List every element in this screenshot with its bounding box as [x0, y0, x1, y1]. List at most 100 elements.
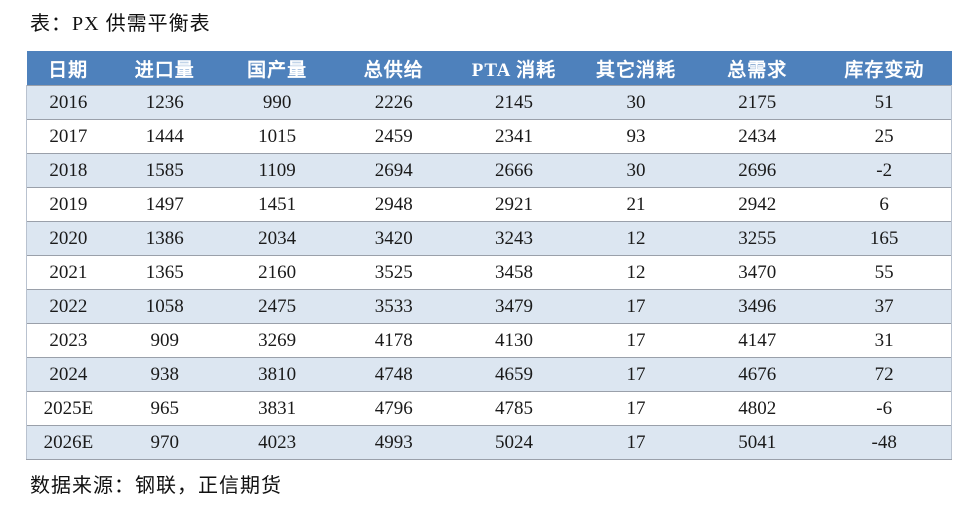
- value-cell: 1451: [219, 187, 335, 222]
- value-cell: 2948: [334, 187, 453, 222]
- value-cell: 4676: [697, 357, 818, 392]
- value-cell: 2921: [452, 187, 575, 222]
- value-cell: 30: [574, 85, 698, 120]
- year-cell: 2016: [25, 85, 110, 120]
- value-cell: 909: [109, 323, 220, 358]
- value-cell: 2034: [219, 221, 335, 256]
- value-cell: 970: [109, 425, 220, 460]
- value-cell: 2175: [697, 85, 818, 120]
- value-cell: 21: [574, 187, 698, 222]
- value-cell: -2: [817, 153, 953, 188]
- value-cell: 4802: [697, 391, 818, 426]
- value-cell: 17: [574, 289, 698, 324]
- value-cell: 1585: [109, 153, 220, 188]
- year-cell: 2021: [25, 255, 110, 290]
- year-cell: 2026E: [25, 425, 110, 460]
- table-row: 2026E 970 4023 4993 5024 17 5041 -48: [25, 425, 953, 460]
- value-cell: 1386: [109, 221, 220, 256]
- value-cell: 12: [574, 255, 698, 290]
- value-cell: -48: [817, 425, 953, 460]
- value-cell: 3533: [334, 289, 453, 324]
- value-cell: 1058: [109, 289, 220, 324]
- year-cell: 2022: [25, 289, 110, 324]
- table-row: 2024 938 3810 4748 4659 17 4676 72: [25, 357, 953, 392]
- value-cell: 12: [574, 221, 698, 256]
- value-cell: 2145: [452, 85, 575, 120]
- table-body: 2016 1236 990 2226 2145 30 2175 51 2017 1444 1015 2…: [25, 85, 953, 460]
- value-cell: -6: [817, 391, 953, 426]
- value-cell: 4748: [334, 357, 453, 392]
- table-row: 2018 1585 1109 2694 2666 30 2696 -2: [25, 153, 953, 188]
- value-cell: 5024: [452, 425, 575, 460]
- value-cell: 31: [817, 323, 953, 358]
- value-cell: 2226: [334, 85, 453, 120]
- value-cell: 2666: [452, 153, 575, 188]
- value-cell: 3810: [219, 357, 335, 392]
- table-row: 2019 1497 1451 2948 2921 21 2942 6: [25, 187, 953, 222]
- year-cell: 2019: [25, 187, 110, 222]
- value-cell: 2942: [697, 187, 818, 222]
- table-row: 2016 1236 990 2226 2145 30 2175 51: [25, 85, 953, 120]
- value-cell: 1236: [109, 85, 220, 120]
- value-cell: 2696: [697, 153, 818, 188]
- year-cell: 2020: [25, 221, 110, 256]
- value-cell: 6: [817, 187, 953, 222]
- value-cell: 3420: [334, 221, 453, 256]
- value-cell: 17: [574, 323, 698, 358]
- value-cell: 4785: [452, 391, 575, 426]
- header-row: 日期 进口量 国产量 总供给 PTA 消耗 其它消耗 总需求 库存变动: [26, 51, 952, 86]
- value-cell: 990: [219, 85, 335, 120]
- value-cell: 3496: [697, 289, 818, 324]
- column-header-4: PTA 消耗: [452, 51, 575, 86]
- value-cell: 17: [574, 391, 698, 426]
- value-cell: 2459: [334, 119, 453, 154]
- value-cell: 1497: [109, 187, 220, 222]
- column-header-7: 库存变动: [817, 51, 952, 86]
- value-cell: 4147: [697, 323, 818, 358]
- value-cell: 3470: [697, 255, 818, 290]
- value-cell: 55: [817, 255, 953, 290]
- table-row: 2021 1365 2160 3525 3458 12 3470 55: [25, 255, 953, 290]
- year-cell: 2023: [25, 323, 110, 358]
- value-cell: 3525: [334, 255, 453, 290]
- value-cell: 1365: [109, 255, 220, 290]
- value-cell: 165: [817, 221, 953, 256]
- value-cell: 4796: [334, 391, 453, 426]
- table-row: 2017 1444 1015 2459 2341 93 2434 25: [25, 119, 953, 154]
- column-header-3: 总供给: [334, 51, 453, 86]
- value-cell: 1109: [219, 153, 335, 188]
- value-cell: 2341: [452, 119, 575, 154]
- value-cell: 2694: [334, 153, 453, 188]
- value-cell: 4178: [334, 323, 453, 358]
- value-cell: 5041: [697, 425, 818, 460]
- table-row: 2023 909 3269 4178 4130 17 4147 31: [25, 323, 953, 358]
- value-cell: 17: [574, 357, 698, 392]
- value-cell: 4130: [452, 323, 575, 358]
- value-cell: 51: [817, 85, 953, 120]
- value-cell: 3255: [697, 221, 818, 256]
- table-row: 2022 1058 2475 3533 3479 17 3496 37: [25, 289, 953, 324]
- column-header-1: 进口量: [109, 51, 220, 86]
- table-row: 2020 1386 2034 3420 3243 12 3255 165: [25, 221, 953, 256]
- value-cell: 1015: [219, 119, 335, 154]
- value-cell: 965: [109, 391, 220, 426]
- value-cell: 3479: [452, 289, 575, 324]
- year-cell: 2017: [25, 119, 110, 154]
- table-row: 2025E 965 3831 4796 4785 17 4802 -6: [25, 391, 953, 426]
- value-cell: 2434: [697, 119, 818, 154]
- value-cell: 72: [817, 357, 953, 392]
- year-cell: 2025E: [25, 391, 110, 426]
- data-source-note: 数据来源：钢联，正信期货: [30, 475, 282, 497]
- table-title: 表：PX 供需平衡表: [30, 13, 211, 35]
- value-cell: 3243: [452, 221, 575, 256]
- column-header-6: 总需求: [697, 51, 818, 86]
- value-cell: 3831: [219, 391, 335, 426]
- value-cell: 25: [817, 119, 953, 154]
- column-header-2: 国产量: [219, 51, 335, 86]
- year-cell: 2018: [25, 153, 110, 188]
- value-cell: 3458: [452, 255, 575, 290]
- value-cell: 17: [574, 425, 698, 460]
- value-cell: 4993: [334, 425, 453, 460]
- year-cell: 2024: [25, 357, 110, 392]
